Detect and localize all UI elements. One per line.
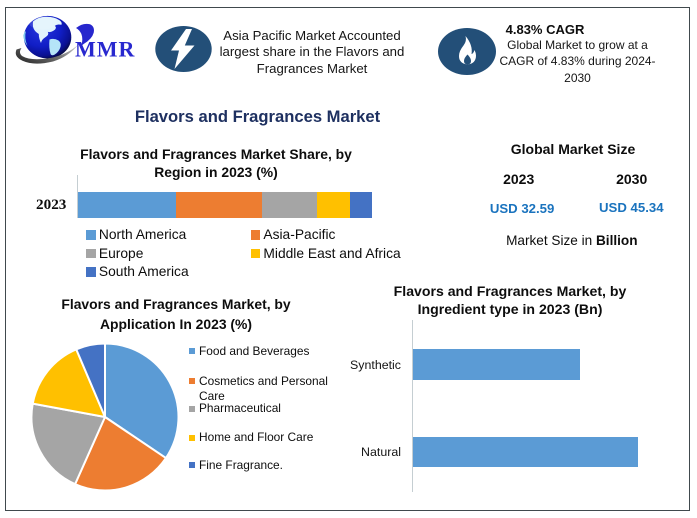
svg-text:MMR: MMR	[75, 37, 136, 62]
